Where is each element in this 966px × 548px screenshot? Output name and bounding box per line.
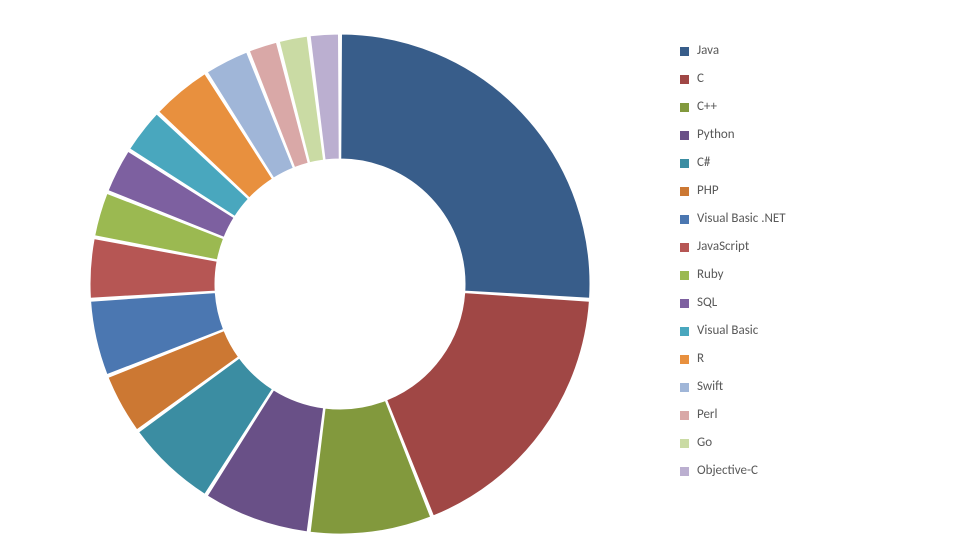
legend-item: C++: [680, 100, 786, 114]
slice-java: [341, 34, 590, 298]
legend-label: C#: [697, 156, 710, 170]
legend-swatch: [680, 243, 689, 252]
legend-swatch: [680, 75, 689, 84]
legend-swatch: [680, 411, 689, 420]
legend-label: Go: [697, 436, 712, 450]
legend-label: Swift: [697, 380, 723, 394]
legend-swatch: [680, 271, 689, 280]
legend-swatch: [680, 355, 689, 364]
legend-item: Python: [680, 128, 786, 142]
legend-swatch: [680, 159, 689, 168]
legend-label: C: [697, 72, 704, 86]
legend-label: Objective-C: [697, 464, 758, 478]
legend-swatch: [680, 439, 689, 448]
legend-label: JavaScript: [697, 240, 749, 254]
legend-swatch: [680, 103, 689, 112]
legend-item: JavaScript: [680, 240, 786, 254]
legend-swatch: [680, 131, 689, 140]
legend-label: R: [697, 352, 704, 366]
legend-label: Python: [697, 128, 735, 142]
legend-item: Go: [680, 436, 786, 450]
legend-label: Ruby: [697, 268, 724, 282]
donut-chart: [80, 24, 600, 544]
legend-item: C: [680, 72, 786, 86]
legend-label: PHP: [697, 184, 719, 198]
legend-item: Ruby: [680, 268, 786, 282]
legend-swatch: [680, 215, 689, 224]
legend-swatch: [680, 467, 689, 476]
legend-item: Swift: [680, 380, 786, 394]
legend-label: Java: [697, 44, 719, 58]
legend: Java C C++ Python C# PHP Visual Basic .NET Java…: [680, 44, 786, 478]
legend-swatch: [680, 47, 689, 56]
legend-swatch: [680, 187, 689, 196]
legend-swatch: [680, 327, 689, 336]
legend-item: Java: [680, 44, 786, 58]
legend-item: SQL: [680, 296, 786, 310]
legend-swatch: [680, 383, 689, 392]
legend-item: Perl: [680, 408, 786, 422]
legend-item: C#: [680, 156, 786, 170]
legend-label: Perl: [697, 408, 717, 422]
legend-item: Visual Basic .NET: [680, 212, 786, 226]
legend-label: Visual Basic: [697, 324, 758, 338]
legend-item: Visual Basic: [680, 324, 786, 338]
legend-label: C++: [697, 100, 717, 114]
legend-swatch: [680, 299, 689, 308]
legend-label: Visual Basic .NET: [697, 212, 786, 226]
legend-item: PHP: [680, 184, 786, 198]
legend-item: Objective-C: [680, 464, 786, 478]
legend-label: SQL: [697, 296, 717, 310]
legend-item: R: [680, 352, 786, 366]
chart-stage: Java C C++ Python C# PHP Visual Basic .NET Java…: [0, 0, 966, 548]
